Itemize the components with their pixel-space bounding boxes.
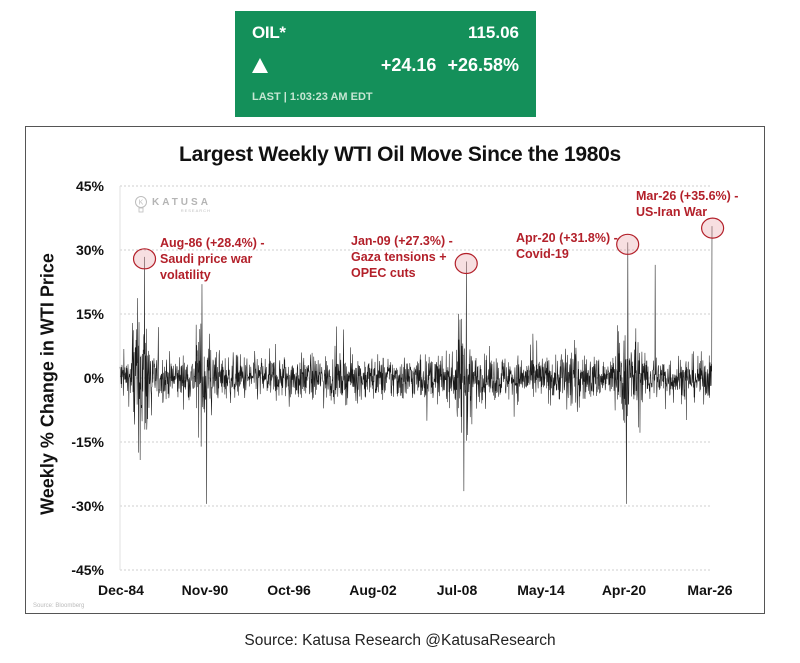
x-tick: Mar-26 [687,582,733,598]
watermark-sub: RESEARCH [180,208,211,213]
x-tick: Dec-84 [98,582,144,598]
ticker-change-abs: +24.16 [380,55,437,75]
annotation-mar-26: Mar-26 (+35.6%) - US-Iran War [636,189,739,219]
y-tick: -30% [71,498,104,514]
x-tick: Aug-02 [349,582,397,598]
y-tick: -15% [71,434,104,450]
highlight-circle [454,252,478,275]
ticker-price: 115.06 [467,23,519,42]
ticker-card: OIL* 115.06 +24.16 +26.58% LAST | 1:03:2… [235,11,536,117]
highlight-circle [132,248,157,270]
annotation-aug-86: Aug-86 (+28.4%) - Saudi price war volati… [160,236,265,282]
x-tick: Apr-20 [601,582,647,598]
data-source-note: Source: Bloomberg [33,603,85,609]
watermark-name: KATUSA [152,197,211,208]
x-tick: Jul-08 [436,582,478,598]
x-tick: May-14 [517,582,565,598]
annotation-jan-09: Jan-09 (+27.3%) - Gaza tensions + OPEC c… [351,234,453,280]
y-tick: -45% [71,562,104,578]
y-tick: 0% [83,370,104,386]
ticker-symbol: OIL* [252,23,286,42]
x-tick: Nov-90 [181,582,229,598]
highlight-circle [616,233,640,255]
highlight-circle [700,217,725,239]
up-arrow-icon [252,58,268,73]
ticker-change: +24.16 +26.58% [381,55,519,76]
y-tick: 15% [75,306,104,322]
chart-title: Largest Weekly WTI Oil Move Since the 19… [179,143,621,166]
y-tick: 30% [75,242,104,258]
x-tick: Oct-96 [267,582,311,598]
ticker-change-pct: +26.58% [447,55,519,75]
katusa-watermark: K KATUSA RESEARCH [134,196,211,214]
footer-source: Source: Katusa Research @KatusaResearch [244,632,556,649]
lightbulb-logo-icon: K [135,196,147,213]
ticker-last-updated: LAST | 1:03:23 AM EDT [252,91,373,103]
y-tick: 45% [75,178,104,194]
annotation-apr-20: Apr-20 (+31.8%) - Covid-19 [516,231,618,261]
svg-text:K: K [139,200,144,207]
